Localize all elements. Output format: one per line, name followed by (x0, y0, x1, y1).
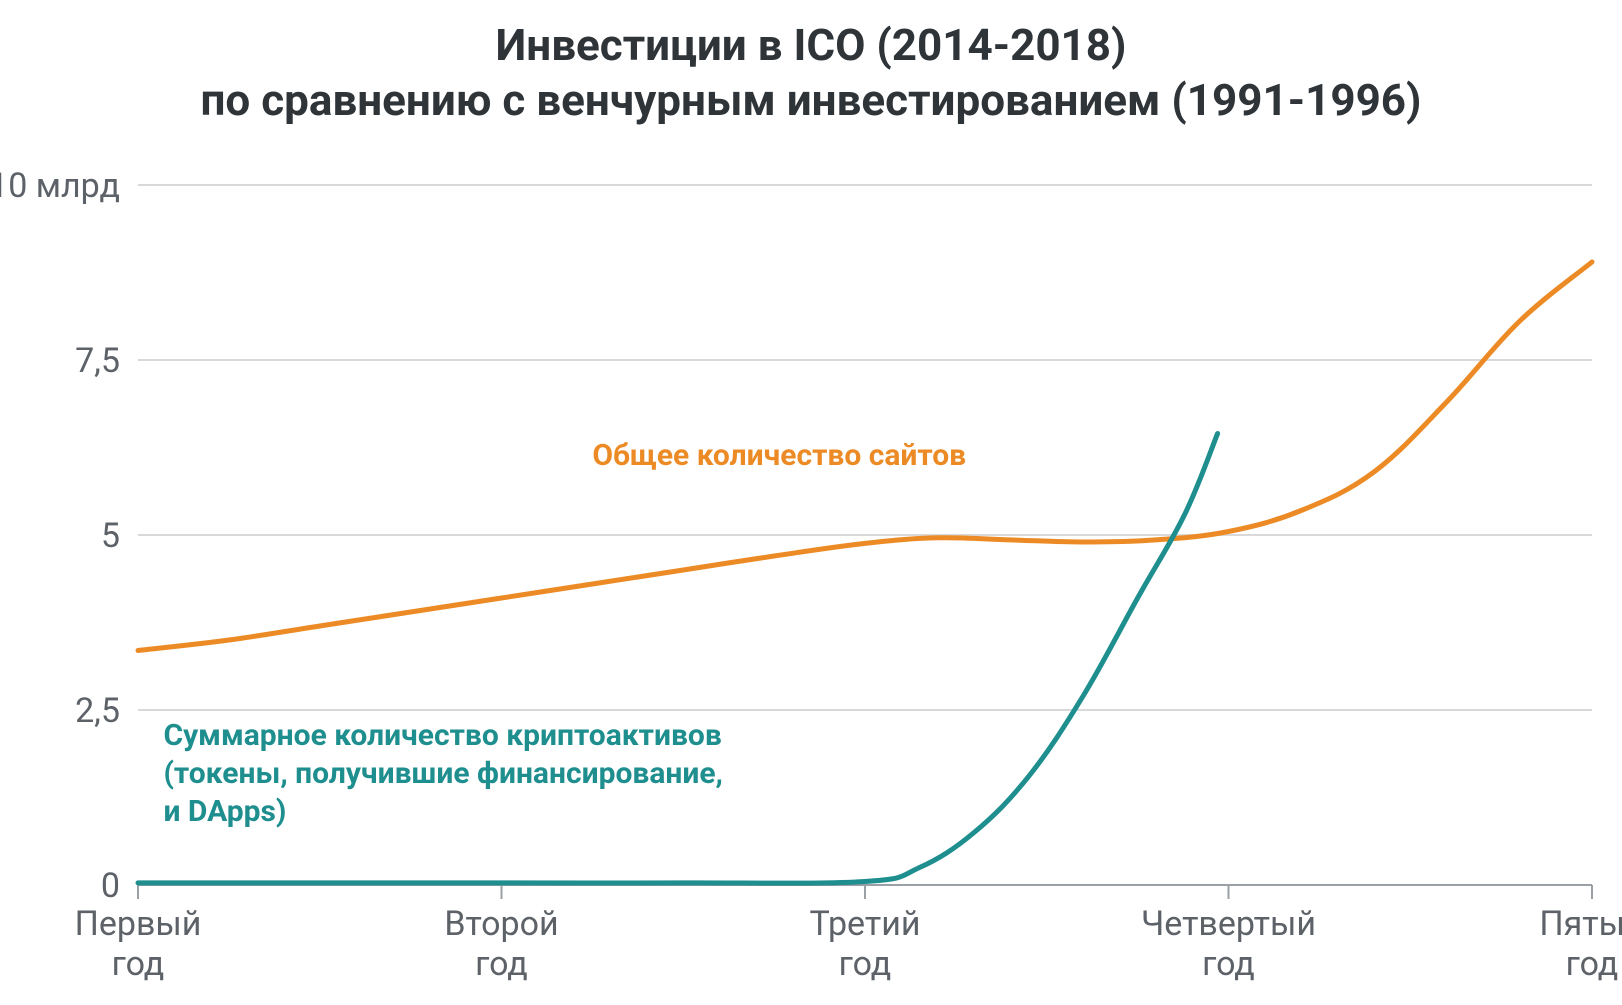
x-tick-label: Четвертый (1141, 904, 1316, 944)
y-tick-label: $10 млрд (0, 166, 120, 206)
x-tick-sublabel: год (475, 944, 528, 984)
y-tick-label: 5 (101, 516, 120, 556)
series-label-sites: Общее количество сайтов (592, 438, 966, 473)
series-label-crypto-l2: и DApps) (163, 794, 286, 829)
x-tick-label: Первый (75, 904, 202, 944)
series-crypto (138, 434, 1218, 884)
x-tick-sublabel: год (1202, 944, 1255, 984)
y-tick-label: 0 (101, 866, 120, 906)
x-tick-label: Второй (444, 904, 558, 944)
y-tick-label: 2,5 (75, 691, 120, 731)
y-tick-label: 7,5 (75, 341, 120, 381)
x-tick-sublabel: год (112, 944, 165, 984)
line-chart: ПервыйгодВторойгодТретийгодЧетвертыйгодП… (0, 0, 1622, 1005)
series-label-crypto-l1: (токены, получившие финансирование, (163, 756, 723, 791)
x-tick-label: Третий (809, 904, 920, 944)
x-tick-sublabel: год (1566, 944, 1619, 984)
x-tick-label: Пятый (1539, 904, 1622, 944)
x-tick-sublabel: год (839, 944, 892, 984)
series-label-crypto-l0: Суммарное количество криптоактивов (163, 718, 721, 753)
